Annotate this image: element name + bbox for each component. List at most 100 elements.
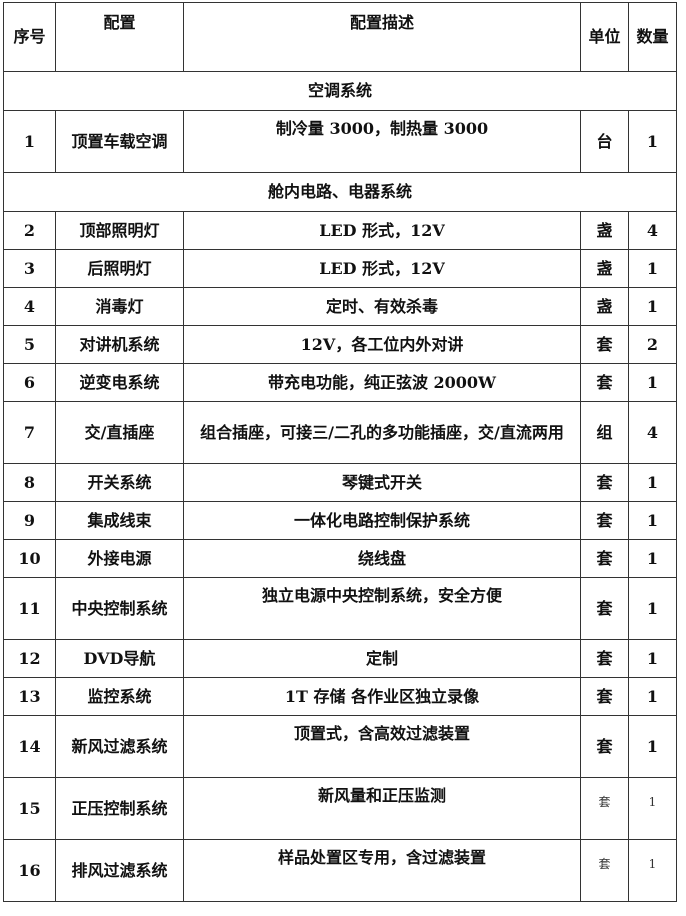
cell-unit: 套 (580, 463, 629, 502)
cell-unit: 套 (580, 639, 629, 678)
cell-no: 5 (3, 325, 56, 364)
cell-unit: 盏 (580, 249, 629, 288)
cell-unit: 套 (580, 539, 629, 578)
cell-config: 中央控制系统 (55, 577, 184, 640)
cell-no: 4 (3, 287, 56, 326)
cell-qty: 1 (628, 839, 677, 902)
cell-desc: 一体化电路控制保护系统 (183, 501, 581, 540)
cell-desc: 1T 存储 各作业区独立录像 (183, 677, 581, 716)
cell-qty: 1 (628, 715, 677, 778)
cell-desc: 新风量和正压监测 (183, 777, 581, 840)
table-row: 15 正压控制系统 新风量和正压监测套 1 (3, 777, 677, 840)
table-row: 10 外接电源 绕线盘套 1 (3, 539, 677, 578)
cell-no: 6 (3, 363, 56, 402)
cell-unit: 组 (580, 401, 629, 464)
cell-config: 顶置车载空调 (55, 110, 184, 173)
section-row: 空调系统 (3, 71, 677, 111)
cell-desc: 制冷量 3000，制热量 3000 (183, 110, 581, 173)
cell-unit: 盏 (580, 287, 629, 326)
table-row: 9 集成线束 一体化电路控制保护系统套 1 (3, 501, 677, 540)
table-row: 8 开关系统 琴键式开关套 1 (3, 463, 677, 502)
cell-desc: 绕线盘 (183, 539, 581, 578)
cell-config: 顶部照明灯 (55, 211, 184, 250)
cell-config: 排风过滤系统 (55, 839, 184, 902)
cell-no: 13 (3, 677, 56, 716)
cell-no: 1 (3, 110, 56, 173)
cell-qty: 1 (628, 501, 677, 540)
cell-qty: 1 (628, 363, 677, 402)
table-row: 4 消毒灯 定时、有效杀毒盏 1 (3, 287, 677, 326)
cell-qty: 1 (628, 639, 677, 678)
cell-unit: 套 (580, 577, 629, 640)
cell-qty: 1 (628, 249, 677, 288)
cell-no: 16 (3, 839, 56, 902)
cell-no: 7 (3, 401, 56, 464)
cell-desc: 定制 (183, 639, 581, 678)
cell-unit: 套 (580, 715, 629, 778)
cell-desc: 样品处置区专用，含过滤装置 (183, 839, 581, 902)
table-row: 12 DVD导航 定制套 1 (3, 639, 677, 678)
header-config: 配置 (55, 2, 184, 72)
cell-no: 12 (3, 639, 56, 678)
header-unit: 单位 (580, 2, 629, 72)
cell-qty: 1 (628, 677, 677, 716)
cell-desc: LED 形式，12V (183, 211, 581, 250)
section-title: 空调系统 (3, 71, 677, 111)
cell-unit: 套 (580, 839, 629, 902)
cell-unit: 套 (580, 363, 629, 402)
cell-desc: 组合插座，可接三/二孔的多功能插座，交/直流两用 (183, 401, 581, 464)
header-row: 序号 配置 配置描述 单位 数量 (3, 2, 677, 72)
cell-qty: 2 (628, 325, 677, 364)
cell-config: 监控系统 (55, 677, 184, 716)
cell-unit: 盏 (580, 211, 629, 250)
table-row: 13 监控系统 1T 存储 各作业区独立录像套 1 (3, 677, 677, 716)
cell-config: 后照明灯 (55, 249, 184, 288)
cell-config: 逆变电系统 (55, 363, 184, 402)
cell-desc: LED 形式，12V (183, 249, 581, 288)
cell-desc: 顶置式，含高效过滤装置 (183, 715, 581, 778)
table-row: 11 中央控制系统 独立电源中央控制系统，安全方便套 1 (3, 577, 677, 640)
cell-no: 3 (3, 249, 56, 288)
cell-no: 2 (3, 211, 56, 250)
cell-qty: 1 (628, 577, 677, 640)
cell-qty: 4 (628, 211, 677, 250)
section-title: 舱内电路、电器系统 (3, 172, 677, 212)
cell-unit: 套 (580, 501, 629, 540)
cell-unit: 套 (580, 777, 629, 840)
table-row: 14 新风过滤系统 顶置式，含高效过滤装置套 1 (3, 715, 677, 778)
table-row: 5 对讲机系统 12V，各工位内外对讲套 2 (3, 325, 677, 364)
table-row: 6 逆变电系统 带充电功能，纯正弦波 2000W 套 1 (3, 363, 677, 402)
cell-desc: 定时、有效杀毒 (183, 287, 581, 326)
cell-desc: 独立电源中央控制系统，安全方便 (183, 577, 581, 640)
section-row: 舱内电路、电器系统 (3, 172, 677, 212)
cell-qty: 1 (628, 287, 677, 326)
cell-config: 对讲机系统 (55, 325, 184, 364)
table-row: 2 顶部照明灯 LED 形式，12V 盏 4 (3, 211, 677, 250)
cell-desc: 带充电功能，纯正弦波 2000W (183, 363, 581, 402)
table-row: 16 排风过滤系统 样品处置区专用，含过滤装置套 1 (3, 839, 677, 902)
cell-config: 交/直插座 (55, 401, 184, 464)
cell-no: 14 (3, 715, 56, 778)
cell-no: 11 (3, 577, 56, 640)
header-qty: 数量 (628, 2, 677, 72)
cell-qty: 4 (628, 401, 677, 464)
cell-no: 8 (3, 463, 56, 502)
cell-unit: 套 (580, 677, 629, 716)
cell-no: 10 (3, 539, 56, 578)
configuration-table: 序号 配置 配置描述 单位 数量 空调系统 1 顶置车载空调 制冷量 3000，制热量… (3, 2, 677, 902)
cell-qty: 1 (628, 777, 677, 840)
cell-qty: 1 (628, 463, 677, 502)
cell-desc: 12V，各工位内外对讲 (183, 325, 581, 364)
cell-config: 集成线束 (55, 501, 184, 540)
header-no: 序号 (3, 2, 56, 72)
table-row: 3 后照明灯 LED 形式，12V 盏 1 (3, 249, 677, 288)
cell-desc: 琴键式开关 (183, 463, 581, 502)
cell-qty: 1 (628, 539, 677, 578)
header-desc: 配置描述 (183, 2, 581, 72)
cell-no: 15 (3, 777, 56, 840)
cell-qty: 1 (628, 110, 677, 173)
cell-config: 开关系统 (55, 463, 184, 502)
cell-config: 消毒灯 (55, 287, 184, 326)
cell-config: DVD导航 (55, 639, 184, 678)
cell-config: 正压控制系统 (55, 777, 184, 840)
